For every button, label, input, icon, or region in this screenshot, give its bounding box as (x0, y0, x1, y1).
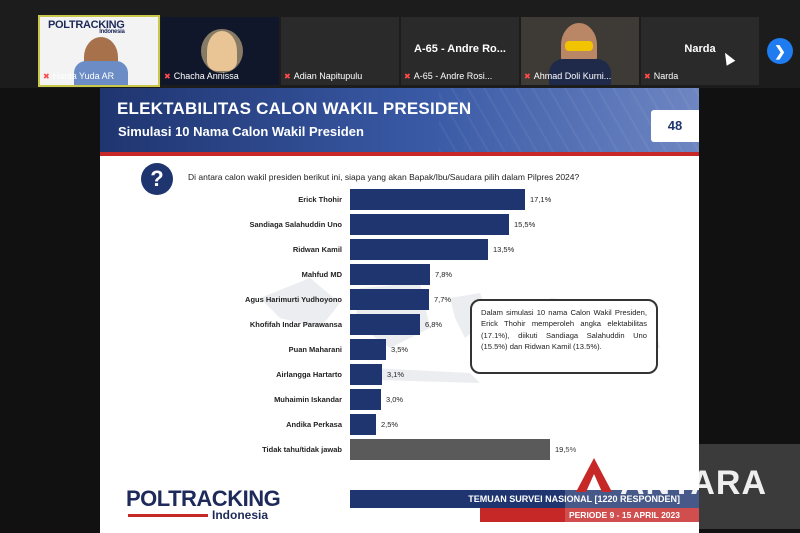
slide-header: ELEKTABILITAS CALON WAKIL PRESIDEN Simul… (100, 88, 699, 152)
bar (350, 364, 382, 385)
bar-label: Ridwan Kamil (292, 245, 342, 254)
muted-mic-icon: ✖ (404, 72, 411, 81)
participant-name: ✖ Ahmad Doli Kurni... (524, 71, 612, 81)
participant-tile-2[interactable]: ✖ Chacha Annissa (161, 17, 279, 85)
participant-tile-3[interactable]: ✖ Adian Napitupulu (281, 17, 399, 85)
bar (350, 414, 376, 435)
logo-underline (128, 514, 208, 517)
bar-value-label: 7,7% (434, 295, 452, 304)
question-text: Di antara calon wakil presiden berikut i… (188, 172, 580, 182)
bar-label: Sandiaga Salahuddin Uno (249, 220, 342, 229)
participant-name: ✖ A-65 - Andre Rosi... (404, 71, 493, 81)
bar-value-label: 3,5% (391, 345, 409, 354)
bar (350, 314, 420, 335)
participant-center-label: Narda (684, 43, 716, 55)
footer-period-bar (480, 508, 699, 522)
bar-value-label: 3,1% (387, 370, 405, 379)
participant-hair (201, 29, 243, 73)
bar (350, 264, 430, 285)
footer-brand: POLTRACKING (126, 486, 281, 511)
bar (350, 339, 386, 360)
bar-label: Muhaimin Iskandar (274, 395, 342, 404)
bar (350, 289, 429, 310)
muted-mic-icon: ✖ (284, 72, 291, 81)
bar-value-label: 13,5% (493, 245, 515, 254)
mask (565, 41, 593, 51)
antara-logo-icon (576, 458, 612, 492)
bar-value-label: 6,8% (425, 320, 443, 329)
shared-slide: ELEKTABILITAS CALON WAKIL PRESIDEN Simul… (100, 88, 699, 533)
bar (350, 189, 525, 210)
bar-label: Erick Thohir (298, 195, 342, 204)
participant-tile-4[interactable]: A-65 - Andre Ro... ✖ A-65 - Andre Rosi... (401, 17, 519, 85)
participant-body (74, 61, 128, 85)
bar (350, 239, 488, 260)
watermark-text: ANTARA (620, 464, 768, 502)
muted-mic-icon: ✖ (524, 72, 531, 81)
participant-center-label: A-65 - Andre Ro... (414, 43, 506, 55)
bar-label: Airlangga Hartarto (276, 370, 342, 379)
poltracking-logo: POLTRACKING Indonesia (48, 19, 125, 35)
bar-value-label: 7,8% (435, 270, 453, 279)
bar-label: Mahfud MD (301, 270, 342, 279)
participant-name: ✖ Adian Napitupulu (284, 71, 363, 81)
bar-value-label: 17,1% (530, 195, 552, 204)
participant-name: ✖ Hanta Yuda AR (43, 71, 115, 81)
participant-tile-5[interactable]: ✖ Ahmad Doli Kurni... (521, 17, 639, 85)
summary-callout: Dalam simulasi 10 nama Calon Wakil Presi… (470, 299, 658, 374)
page-number: 48 (651, 110, 699, 142)
bar (350, 439, 550, 460)
bar (350, 214, 509, 235)
bar-label: Agus Harimurti Yudhoyono (245, 295, 342, 304)
muted-mic-icon: ✖ (644, 72, 651, 81)
muted-mic-icon: ✖ (164, 72, 171, 81)
participant-body (549, 59, 611, 85)
bar-value-label: 3,0% (386, 395, 404, 404)
header-divider (100, 152, 699, 156)
participant-strip: POLTRACKING Indonesia ✖ Hanta Yuda AR ✖ Ch… (0, 0, 800, 88)
bar-value-label: 2,5% (381, 420, 399, 429)
footer-period-text: PERIODE 9 - 15 APRIL 2023 (568, 510, 680, 520)
bar-label: Tidak tahu/tidak jawab (262, 445, 342, 454)
footer-logo: POLTRACKING Indonesia (126, 486, 281, 522)
participant-tile-1[interactable]: POLTRACKING Indonesia ✖ Hanta Yuda AR (38, 15, 160, 87)
bar-label: Andika Perkasa (286, 420, 342, 429)
bar-value-label: 19,5% (555, 445, 577, 454)
muted-mic-icon: ✖ (43, 72, 50, 81)
footer-survey-text: TEMUAN SURVEI NASIONAL [1220 RESPONDEN] (468, 494, 680, 504)
bar-chart: Erick Thohir 17,1% Sandiaga Salahuddin Uno… (100, 185, 699, 460)
footer-survey-bar (350, 490, 699, 508)
chevron-right-icon[interactable]: ❯ (767, 38, 793, 64)
question-icon: ? (141, 163, 173, 195)
footer-brand-sub: Indonesia (212, 508, 269, 522)
participant-tile-6[interactable]: Narda ✖ Narda (641, 17, 759, 85)
slide-title: ELEKTABILITAS CALON WAKIL PRESIDEN (117, 99, 472, 118)
slide-subtitle: Simulasi 10 Nama Calon Wakil Presiden (118, 124, 364, 139)
bar-value-label: 15,5% (514, 220, 536, 229)
bar-label: Khofifah Indar Parawansa (249, 320, 342, 329)
participant-name: ✖ Narda (644, 71, 679, 81)
bar-label: Puan Maharani (288, 345, 342, 354)
participant-name: ✖ Chacha Annissa (164, 71, 239, 81)
bar (350, 389, 381, 410)
